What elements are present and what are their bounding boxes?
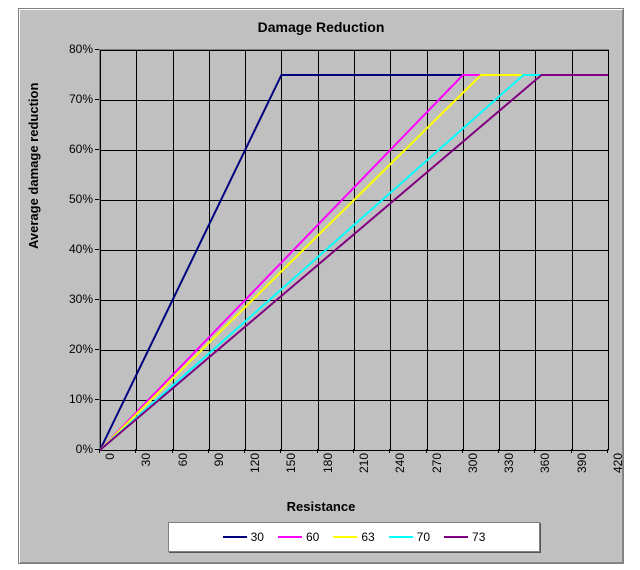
gridline-vertical: [608, 50, 609, 450]
legend-swatch: [333, 536, 357, 538]
y-tick-mark: [95, 249, 99, 250]
x-tick-mark: [172, 449, 173, 453]
y-tick-mark: [95, 399, 99, 400]
y-axis-title: Average damage reduction: [26, 83, 41, 249]
x-tick-label: 210: [357, 453, 371, 483]
gridline-horizontal: [100, 450, 608, 451]
y-tick-label: 30%: [48, 292, 93, 306]
x-tick-label: 150: [284, 453, 298, 483]
legend-swatch: [389, 536, 413, 538]
series-line-70: [100, 75, 608, 450]
y-tick-mark: [95, 49, 99, 50]
y-tick-mark: [95, 199, 99, 200]
y-tick-mark: [95, 149, 99, 150]
x-tick-mark: [208, 449, 209, 453]
x-tick-label: 240: [393, 453, 407, 483]
x-tick-mark: [462, 449, 463, 453]
x-tick-label: 300: [466, 453, 480, 483]
x-tick-mark: [280, 449, 281, 453]
chart-lines: [100, 50, 608, 450]
legend-item-63: 63: [333, 530, 374, 544]
y-tick-label: 20%: [48, 342, 93, 356]
y-tick-label: 10%: [48, 392, 93, 406]
x-tick-mark: [244, 449, 245, 453]
y-tick-label: 60%: [48, 142, 93, 156]
x-tick-label: 180: [321, 453, 335, 483]
legend-swatch: [223, 536, 247, 538]
x-tick-mark: [99, 449, 100, 453]
x-tick-label: 30: [139, 453, 153, 483]
y-tick-label: 70%: [48, 92, 93, 106]
legend-swatch: [444, 536, 468, 538]
y-tick-mark: [95, 99, 99, 100]
legend-label: 60: [306, 530, 319, 544]
x-tick-mark: [571, 449, 572, 453]
x-tick-mark: [607, 449, 608, 453]
y-tick-label: 50%: [48, 192, 93, 206]
x-tick-label: 390: [575, 453, 589, 483]
legend-item-70: 70: [389, 530, 430, 544]
legend-label: 70: [417, 530, 430, 544]
y-tick-label: 40%: [48, 242, 93, 256]
x-tick-mark: [534, 449, 535, 453]
x-tick-label: 330: [502, 453, 516, 483]
legend-label: 30: [251, 530, 264, 544]
y-tick-label: 80%: [48, 42, 93, 56]
x-tick-mark: [353, 449, 354, 453]
y-tick-label: 0%: [48, 442, 93, 456]
x-tick-mark: [135, 449, 136, 453]
legend-item-30: 30: [223, 530, 264, 544]
y-tick-mark: [95, 349, 99, 350]
x-tick-label: 0: [103, 453, 117, 483]
series-line-60: [100, 75, 608, 450]
legend-item-60: 60: [278, 530, 319, 544]
chart-title: Damage Reduction: [19, 19, 623, 35]
x-tick-mark: [498, 449, 499, 453]
x-tick-label: 60: [176, 453, 190, 483]
x-tick-mark: [426, 449, 427, 453]
x-tick-mark: [317, 449, 318, 453]
chart-frame: Damage Reduction Average damage reductio…: [18, 8, 624, 564]
series-line-73: [100, 75, 608, 450]
y-tick-mark: [95, 299, 99, 300]
x-tick-mark: [389, 449, 390, 453]
x-axis-title: Resistance: [19, 499, 623, 514]
legend-label: 63: [361, 530, 374, 544]
legend-item-73: 73: [444, 530, 485, 544]
legend: 30 60 63 70 73: [168, 522, 540, 552]
series-line-30: [100, 75, 608, 450]
legend-label: 73: [472, 530, 485, 544]
legend-swatch: [278, 536, 302, 538]
x-tick-label: 420: [611, 453, 625, 483]
x-tick-label: 360: [538, 453, 552, 483]
x-tick-label: 90: [212, 453, 226, 483]
plot-area: [99, 49, 609, 451]
x-tick-label: 270: [430, 453, 444, 483]
series-line-63: [100, 75, 608, 450]
x-tick-label: 120: [248, 453, 262, 483]
